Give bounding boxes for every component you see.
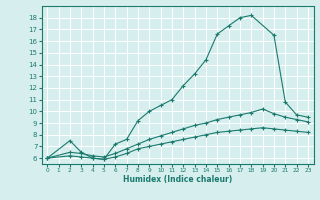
X-axis label: Humidex (Indice chaleur): Humidex (Indice chaleur) xyxy=(123,175,232,184)
